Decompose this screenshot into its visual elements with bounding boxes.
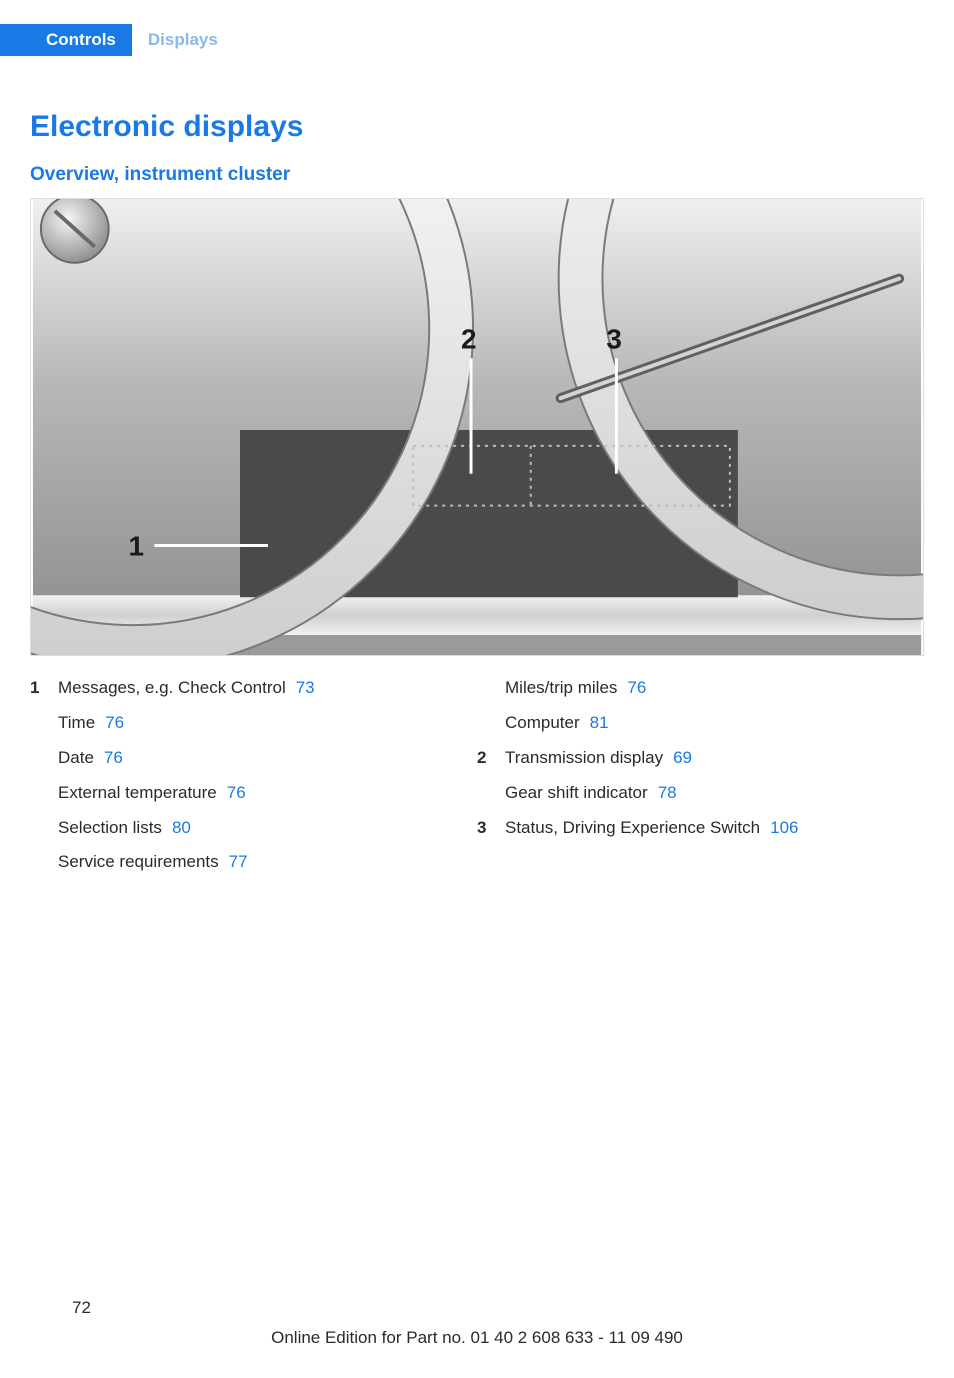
legend-num: 1 — [30, 674, 58, 703]
callout-1: 1 — [129, 530, 145, 561]
tab-controls: Controls — [30, 24, 132, 56]
legend-row: Date 76 — [30, 744, 477, 773]
legend-col-2: Miles/trip miles 76 Computer 81 2Transmissio… — [477, 674, 924, 883]
legend-ref[interactable]: 73 — [296, 674, 315, 703]
legend-text: Time — [58, 709, 95, 738]
legend-text: Transmission display — [505, 744, 663, 773]
figure-svg: 2 3 1 — [31, 199, 923, 655]
legend-ref[interactable]: 69 — [673, 744, 692, 773]
legend-ref[interactable]: 78 — [658, 779, 677, 808]
legend-row: Time 76 — [30, 709, 477, 738]
legend-row: 2Transmission display 69 — [477, 744, 924, 773]
legend-num: 3 — [477, 814, 505, 843]
callout-3: 3 — [606, 323, 622, 354]
legend-ref[interactable]: 81 — [590, 709, 609, 738]
legend-row: Miles/trip miles 76 — [477, 674, 924, 703]
legend-text: Service requirements — [58, 848, 219, 877]
legend-row: Service requirements 77 — [30, 848, 477, 877]
instrument-cluster-figure: 2 3 1 — [30, 198, 924, 656]
legend-ref[interactable]: 106 — [770, 814, 798, 843]
legend-text: Selection lists — [58, 814, 162, 843]
legend-ref[interactable]: 80 — [172, 814, 191, 843]
sub-title: Overview, instrument cluster — [30, 164, 924, 186]
legend-text: Computer — [505, 709, 580, 738]
legend-row: Computer 81 — [477, 709, 924, 738]
legend-row: 3Status, Driving Experience Switch 106 — [477, 814, 924, 843]
legend-col-1: 1Messages, e.g. Check Control73Time76Dat… — [30, 674, 477, 883]
page-title: Electronic displays — [30, 110, 924, 144]
callout-2: 2 — [461, 323, 477, 354]
content-area: Electronic displays Overview, instrument… — [0, 110, 954, 883]
legend: 1Messages, e.g. Check Control73Time76Dat… — [30, 674, 924, 883]
edition-text: Online Edition for Part no. 01 40 2 608 … — [0, 1328, 954, 1348]
legend-ref[interactable]: 76 — [227, 779, 246, 808]
legend-text: Date — [58, 744, 94, 773]
legend-ref[interactable]: 77 — [229, 848, 248, 877]
legend-text: Status, Driving Experience Switch — [505, 814, 760, 843]
legend-text: Gear shift indicator — [505, 779, 648, 808]
legend-row: 1Messages, e.g. Check Control 73 — [30, 674, 477, 703]
page-number: 72 — [72, 1298, 91, 1318]
legend-ref[interactable]: 76 — [627, 674, 646, 703]
legend-ref[interactable]: 76 — [104, 744, 123, 773]
footer: 72 Online Edition for Part no. 01 40 2 6… — [0, 1316, 954, 1348]
legend-text: External temperature — [58, 779, 217, 808]
legend-text: Messages, e.g. Check Control — [58, 674, 286, 703]
header-bar: Controls Displays — [0, 24, 954, 56]
legend-row: Selection lists 80 — [30, 814, 477, 843]
legend-row: Gear shift indicator 78 — [477, 779, 924, 808]
legend-row: External temperature 76 — [30, 779, 477, 808]
header-pad — [0, 24, 30, 56]
legend-num: 2 — [477, 744, 505, 773]
legend-text: Miles/trip miles — [505, 674, 617, 703]
tab-displays: Displays — [132, 24, 234, 56]
legend-ref[interactable]: 76 — [105, 709, 124, 738]
